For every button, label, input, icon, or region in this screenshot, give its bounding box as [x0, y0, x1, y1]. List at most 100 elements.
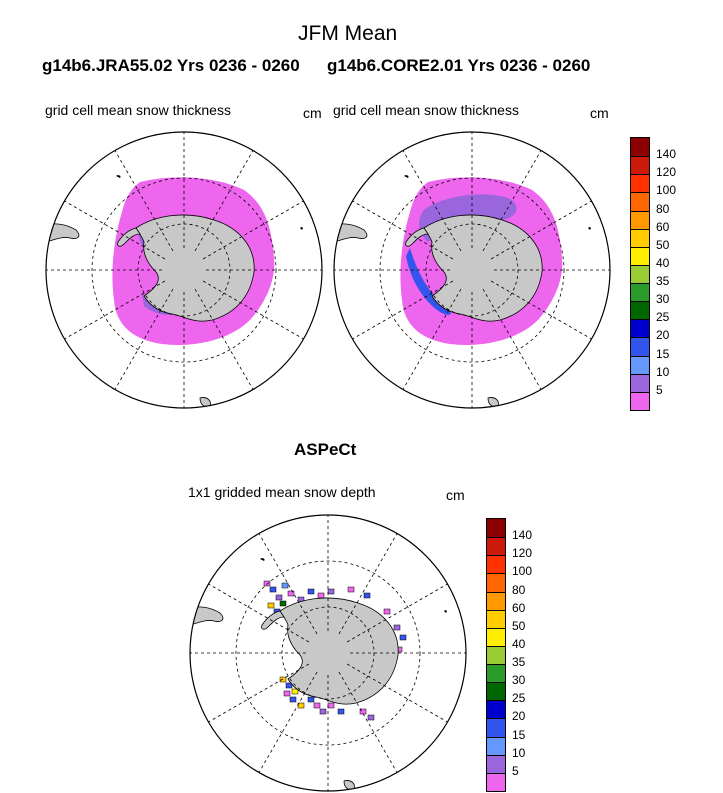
colorbar-swatch — [487, 591, 505, 610]
snow-depth-cell — [347, 586, 355, 593]
colorbar-tick-label: 80 — [656, 201, 670, 216]
colorbar-tick-label: 50 — [656, 237, 670, 252]
island-mark — [444, 610, 447, 613]
colorbar-tick-label: 35 — [656, 274, 670, 289]
colorbar-tick-label: 30 — [656, 292, 670, 307]
colorbar-swatch — [487, 645, 505, 665]
map-content — [190, 515, 466, 791]
colorbar-tick-label: 140 — [512, 528, 533, 543]
colorbar-swatch — [631, 264, 649, 284]
meridian-line — [64, 200, 166, 260]
colorbar-bottom — [486, 518, 506, 792]
meridian-line — [194, 150, 254, 252]
colorbar-tick-label: 35 — [512, 655, 526, 670]
meridian-line — [352, 280, 454, 340]
meridian-line — [482, 288, 542, 390]
latitude-circle — [91, 177, 277, 363]
colorbar-swatch — [631, 138, 649, 157]
meridian-line — [208, 663, 310, 723]
island-mark — [404, 175, 409, 178]
snow-depth-cell — [307, 696, 315, 703]
panel-2-label: grid cell mean snow thickness — [333, 102, 519, 118]
aspect-section-title: ASPeCt — [294, 440, 357, 459]
meridian-line — [114, 288, 174, 390]
colorbar-tick-label: 40 — [656, 255, 670, 270]
meridian-line — [338, 533, 398, 635]
colorbar-swatch — [487, 627, 505, 646]
snow-depth-cell — [279, 676, 287, 683]
meridian-line — [202, 280, 304, 340]
antarctic-peninsula — [117, 227, 141, 247]
meridian-line — [114, 150, 174, 252]
colorbar-swatch — [631, 210, 649, 229]
snow-depth-cell — [279, 600, 287, 607]
latitude-circle — [379, 177, 565, 363]
colorbar-tick-label: 10 — [656, 364, 670, 379]
meridian-line — [346, 663, 448, 723]
antarctic-peninsula — [261, 610, 285, 630]
colorbar-swatch — [631, 373, 649, 392]
colorbar-tick-label: 120 — [512, 546, 533, 561]
colorbar-tick-label: 100 — [656, 183, 677, 198]
figure-title: JFM Mean — [298, 22, 398, 45]
panel-3-unit: cm — [446, 487, 465, 503]
island-mark — [116, 175, 121, 178]
colorbar-swatch — [631, 301, 649, 320]
snow-depth-cell — [319, 708, 327, 715]
map-content — [46, 132, 322, 408]
panel-2-polar-map — [333, 131, 611, 409]
meridian-line — [482, 150, 542, 252]
colorbar-swatch — [631, 156, 649, 175]
colorbar-swatch — [631, 319, 649, 338]
colorbar-swatch — [631, 283, 649, 302]
snow-depth-cell — [263, 580, 271, 587]
meridian-line — [64, 280, 166, 340]
map-border — [45, 131, 323, 409]
snow-depth-cell — [283, 690, 291, 697]
meridian-line — [402, 150, 462, 252]
snow-depth-cell — [267, 602, 275, 609]
panel-3-polar-map — [189, 514, 467, 792]
colorbar-swatch — [631, 192, 649, 211]
colorbar-tick-label: 60 — [656, 219, 670, 234]
subtitle-left: g14b6.JRA55.02 Yrs 0236 - 0260 — [42, 56, 300, 75]
snow-depth-cell — [367, 714, 375, 721]
snow-depth-cell — [363, 592, 371, 599]
map-content — [334, 132, 610, 408]
island-mark — [300, 227, 303, 230]
snow-depth-cell — [269, 586, 277, 593]
latitude-circle — [235, 560, 421, 746]
colorbar-swatch — [487, 555, 505, 574]
meridian-line — [202, 200, 304, 260]
colorbar-swatch — [487, 736, 505, 755]
island-mark — [260, 558, 265, 561]
meridian-line — [208, 583, 310, 643]
colorbar-tick-label: 25 — [512, 691, 526, 706]
colorbar-swatch — [487, 519, 505, 538]
snow-depth-cell — [289, 696, 297, 703]
colorbar-swatch — [631, 174, 649, 193]
colorbar-tick-label: 20 — [512, 709, 526, 724]
colorbar-tick-label: 50 — [512, 618, 526, 633]
snow-depth-cell — [393, 624, 401, 631]
snow-depth-cell — [291, 688, 299, 695]
colorbar-tick-label: 20 — [656, 328, 670, 343]
colorbar-tick-label: 25 — [656, 310, 670, 325]
colorbar-swatch — [631, 228, 649, 247]
subtitle-right: g14b6.CORE2.01 Yrs 0236 - 0260 — [327, 56, 591, 75]
panel-1-label: grid cell mean snow thickness — [45, 102, 231, 118]
map-border — [189, 514, 467, 792]
colorbar-swatch — [487, 609, 505, 628]
snow-depth-cell — [337, 708, 345, 715]
meridian-line — [338, 671, 398, 773]
colorbar-swatch — [487, 664, 505, 683]
meridian-line — [194, 288, 254, 390]
snow-thickness-mid-region — [142, 294, 178, 315]
meridian-line — [346, 583, 448, 643]
colorbar-tick-label: 30 — [512, 673, 526, 688]
colorbar-swatch — [487, 700, 505, 719]
colorbar-tick-label: 5 — [512, 763, 519, 778]
colorbar-swatch — [487, 537, 505, 556]
map-border — [333, 131, 611, 409]
panel-2-unit: cm — [590, 105, 609, 121]
